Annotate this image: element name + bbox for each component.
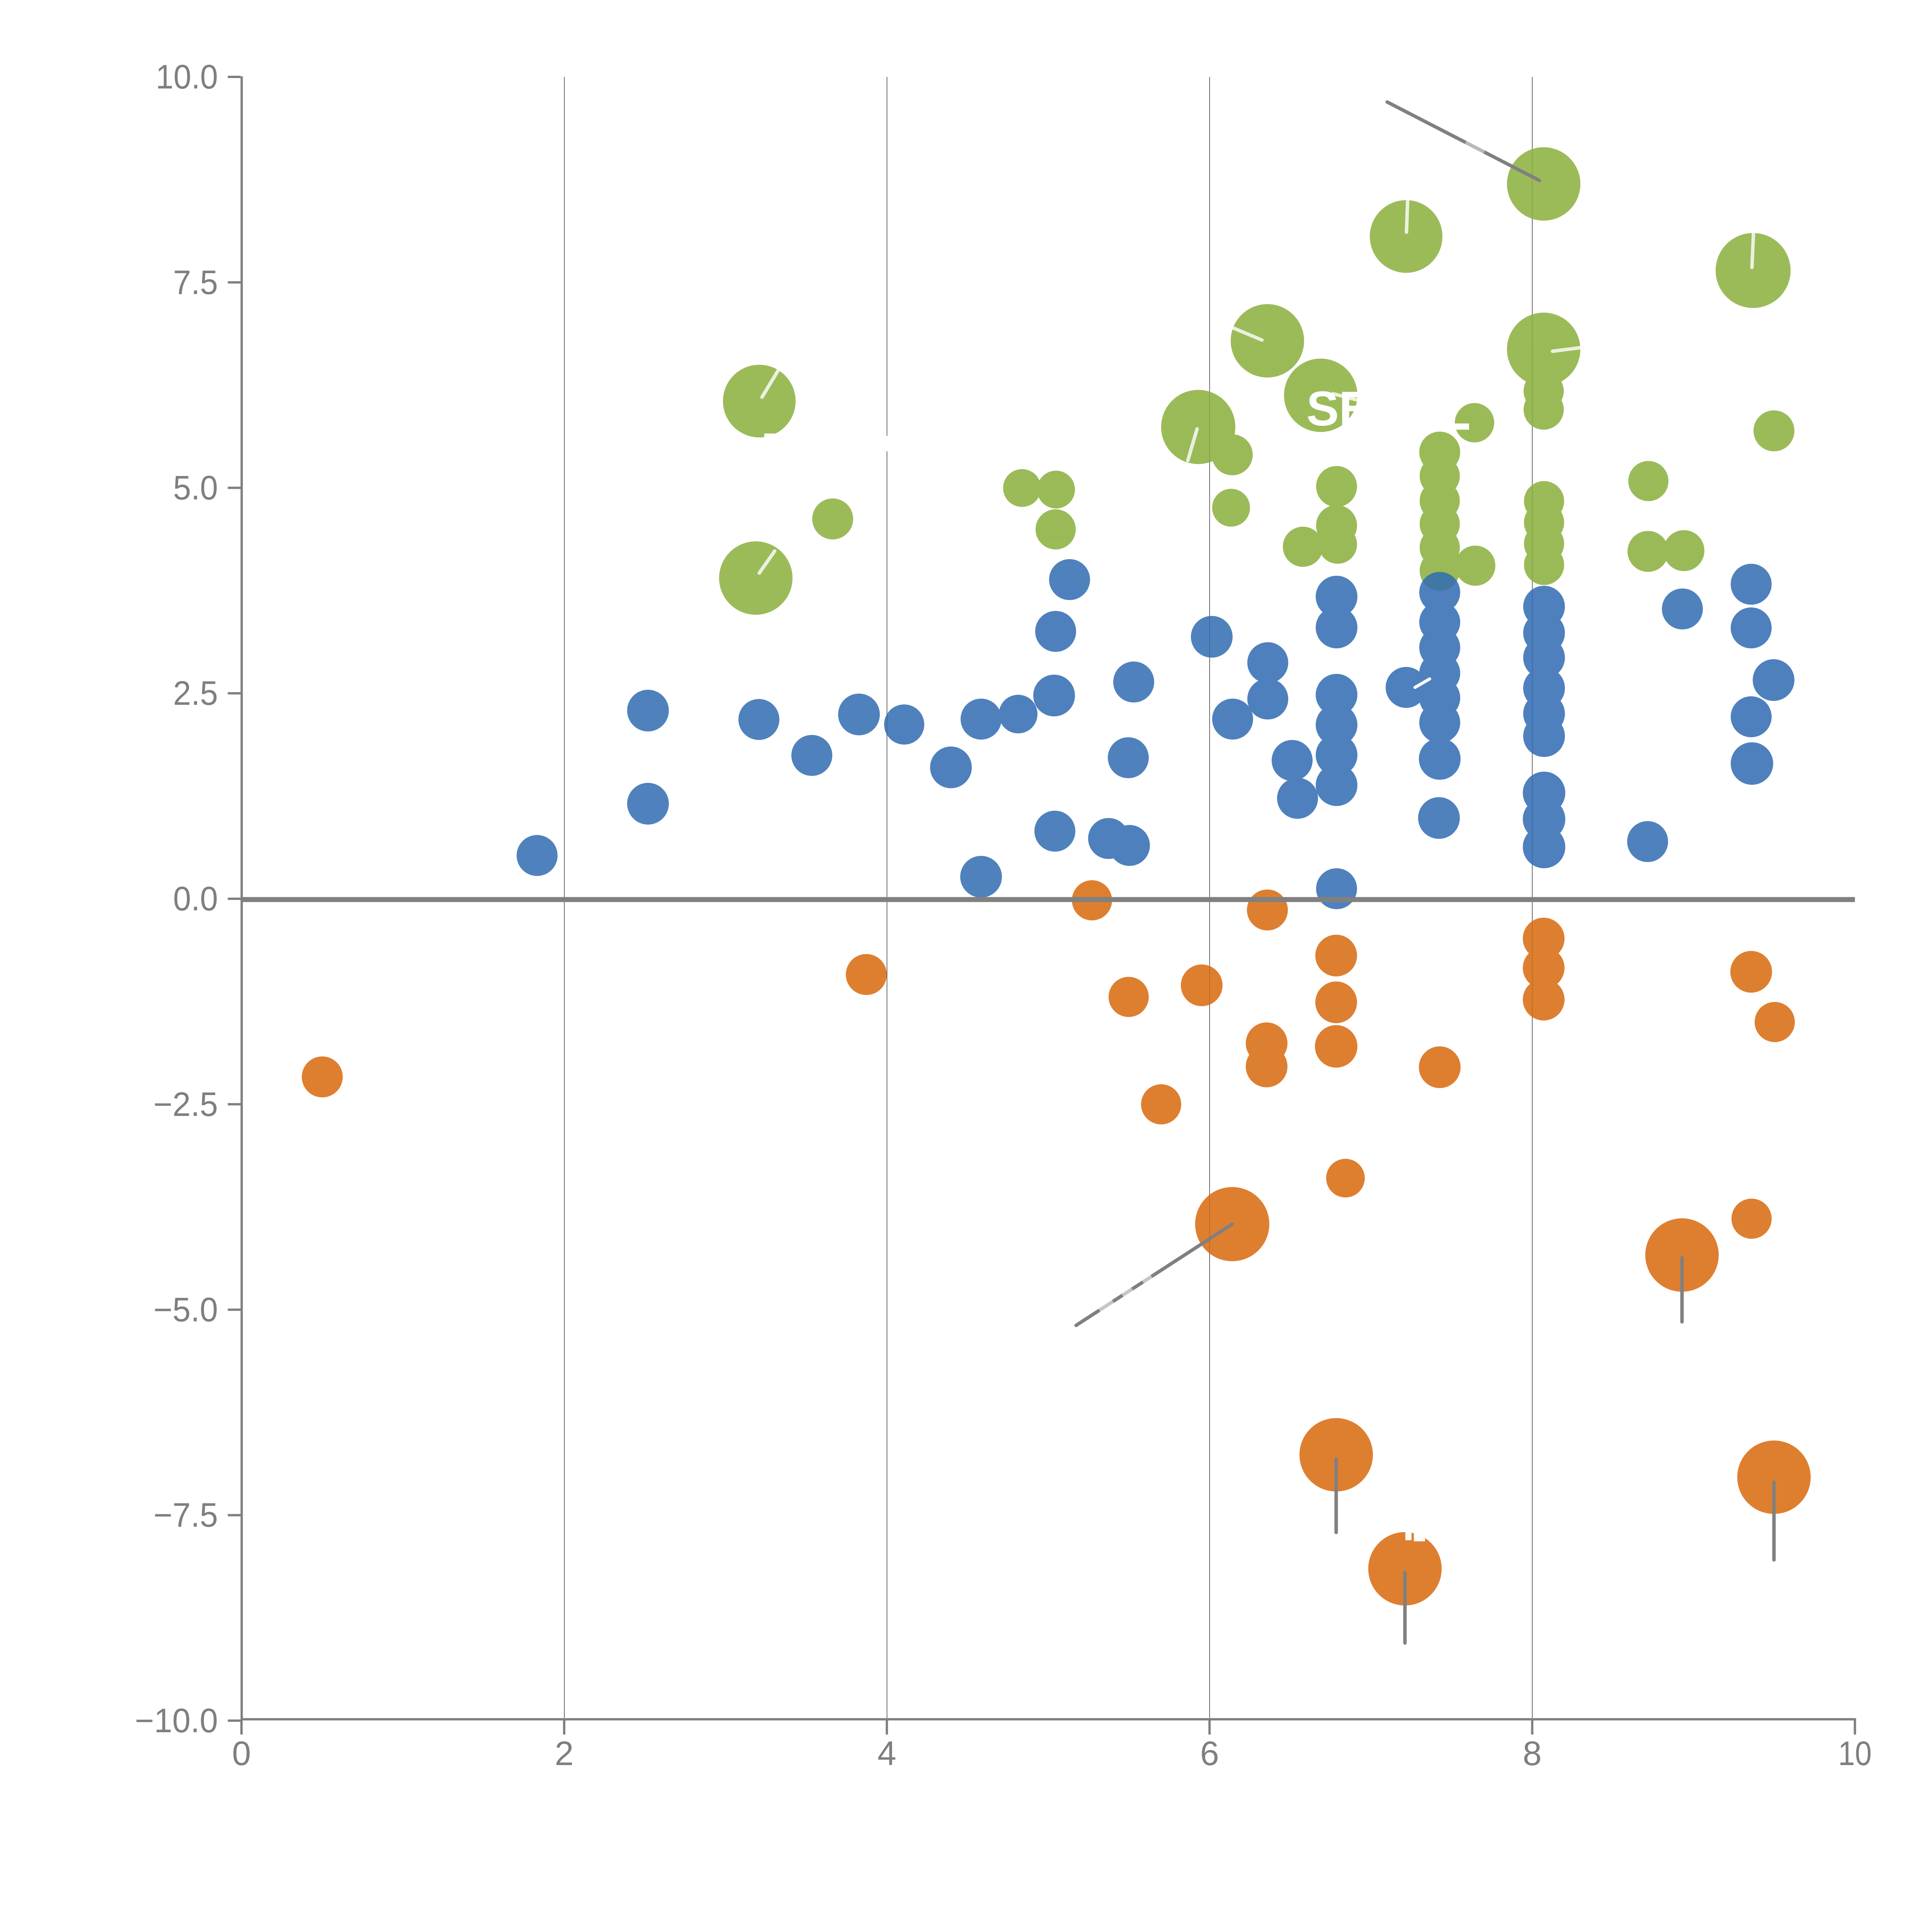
svg-text:2: 2 bbox=[555, 1734, 574, 1772]
svg-text:−5.0: −5.0 bbox=[153, 1291, 218, 1329]
svg-text:SE: SE bbox=[1306, 381, 1371, 436]
svg-text:8: 8 bbox=[1523, 1734, 1542, 1772]
svg-text:0.0: 0.0 bbox=[173, 879, 218, 918]
svg-text:−7.5: −7.5 bbox=[153, 1496, 218, 1534]
svg-text:6: 6 bbox=[1200, 1734, 1219, 1772]
svg-text:0: 0 bbox=[232, 1734, 251, 1772]
svg-text:10.0: 10.0 bbox=[156, 58, 218, 96]
svg-text:5.0: 5.0 bbox=[173, 469, 218, 507]
svg-text:2.5: 2.5 bbox=[173, 674, 218, 712]
svg-text:4: 4 bbox=[878, 1734, 896, 1772]
svg-text:−10.0: −10.0 bbox=[135, 1701, 218, 1740]
svg-text:10: 10 bbox=[1838, 1734, 1872, 1772]
svg-text:−2.5: −2.5 bbox=[153, 1085, 218, 1123]
svg-text:7.5: 7.5 bbox=[173, 263, 218, 301]
